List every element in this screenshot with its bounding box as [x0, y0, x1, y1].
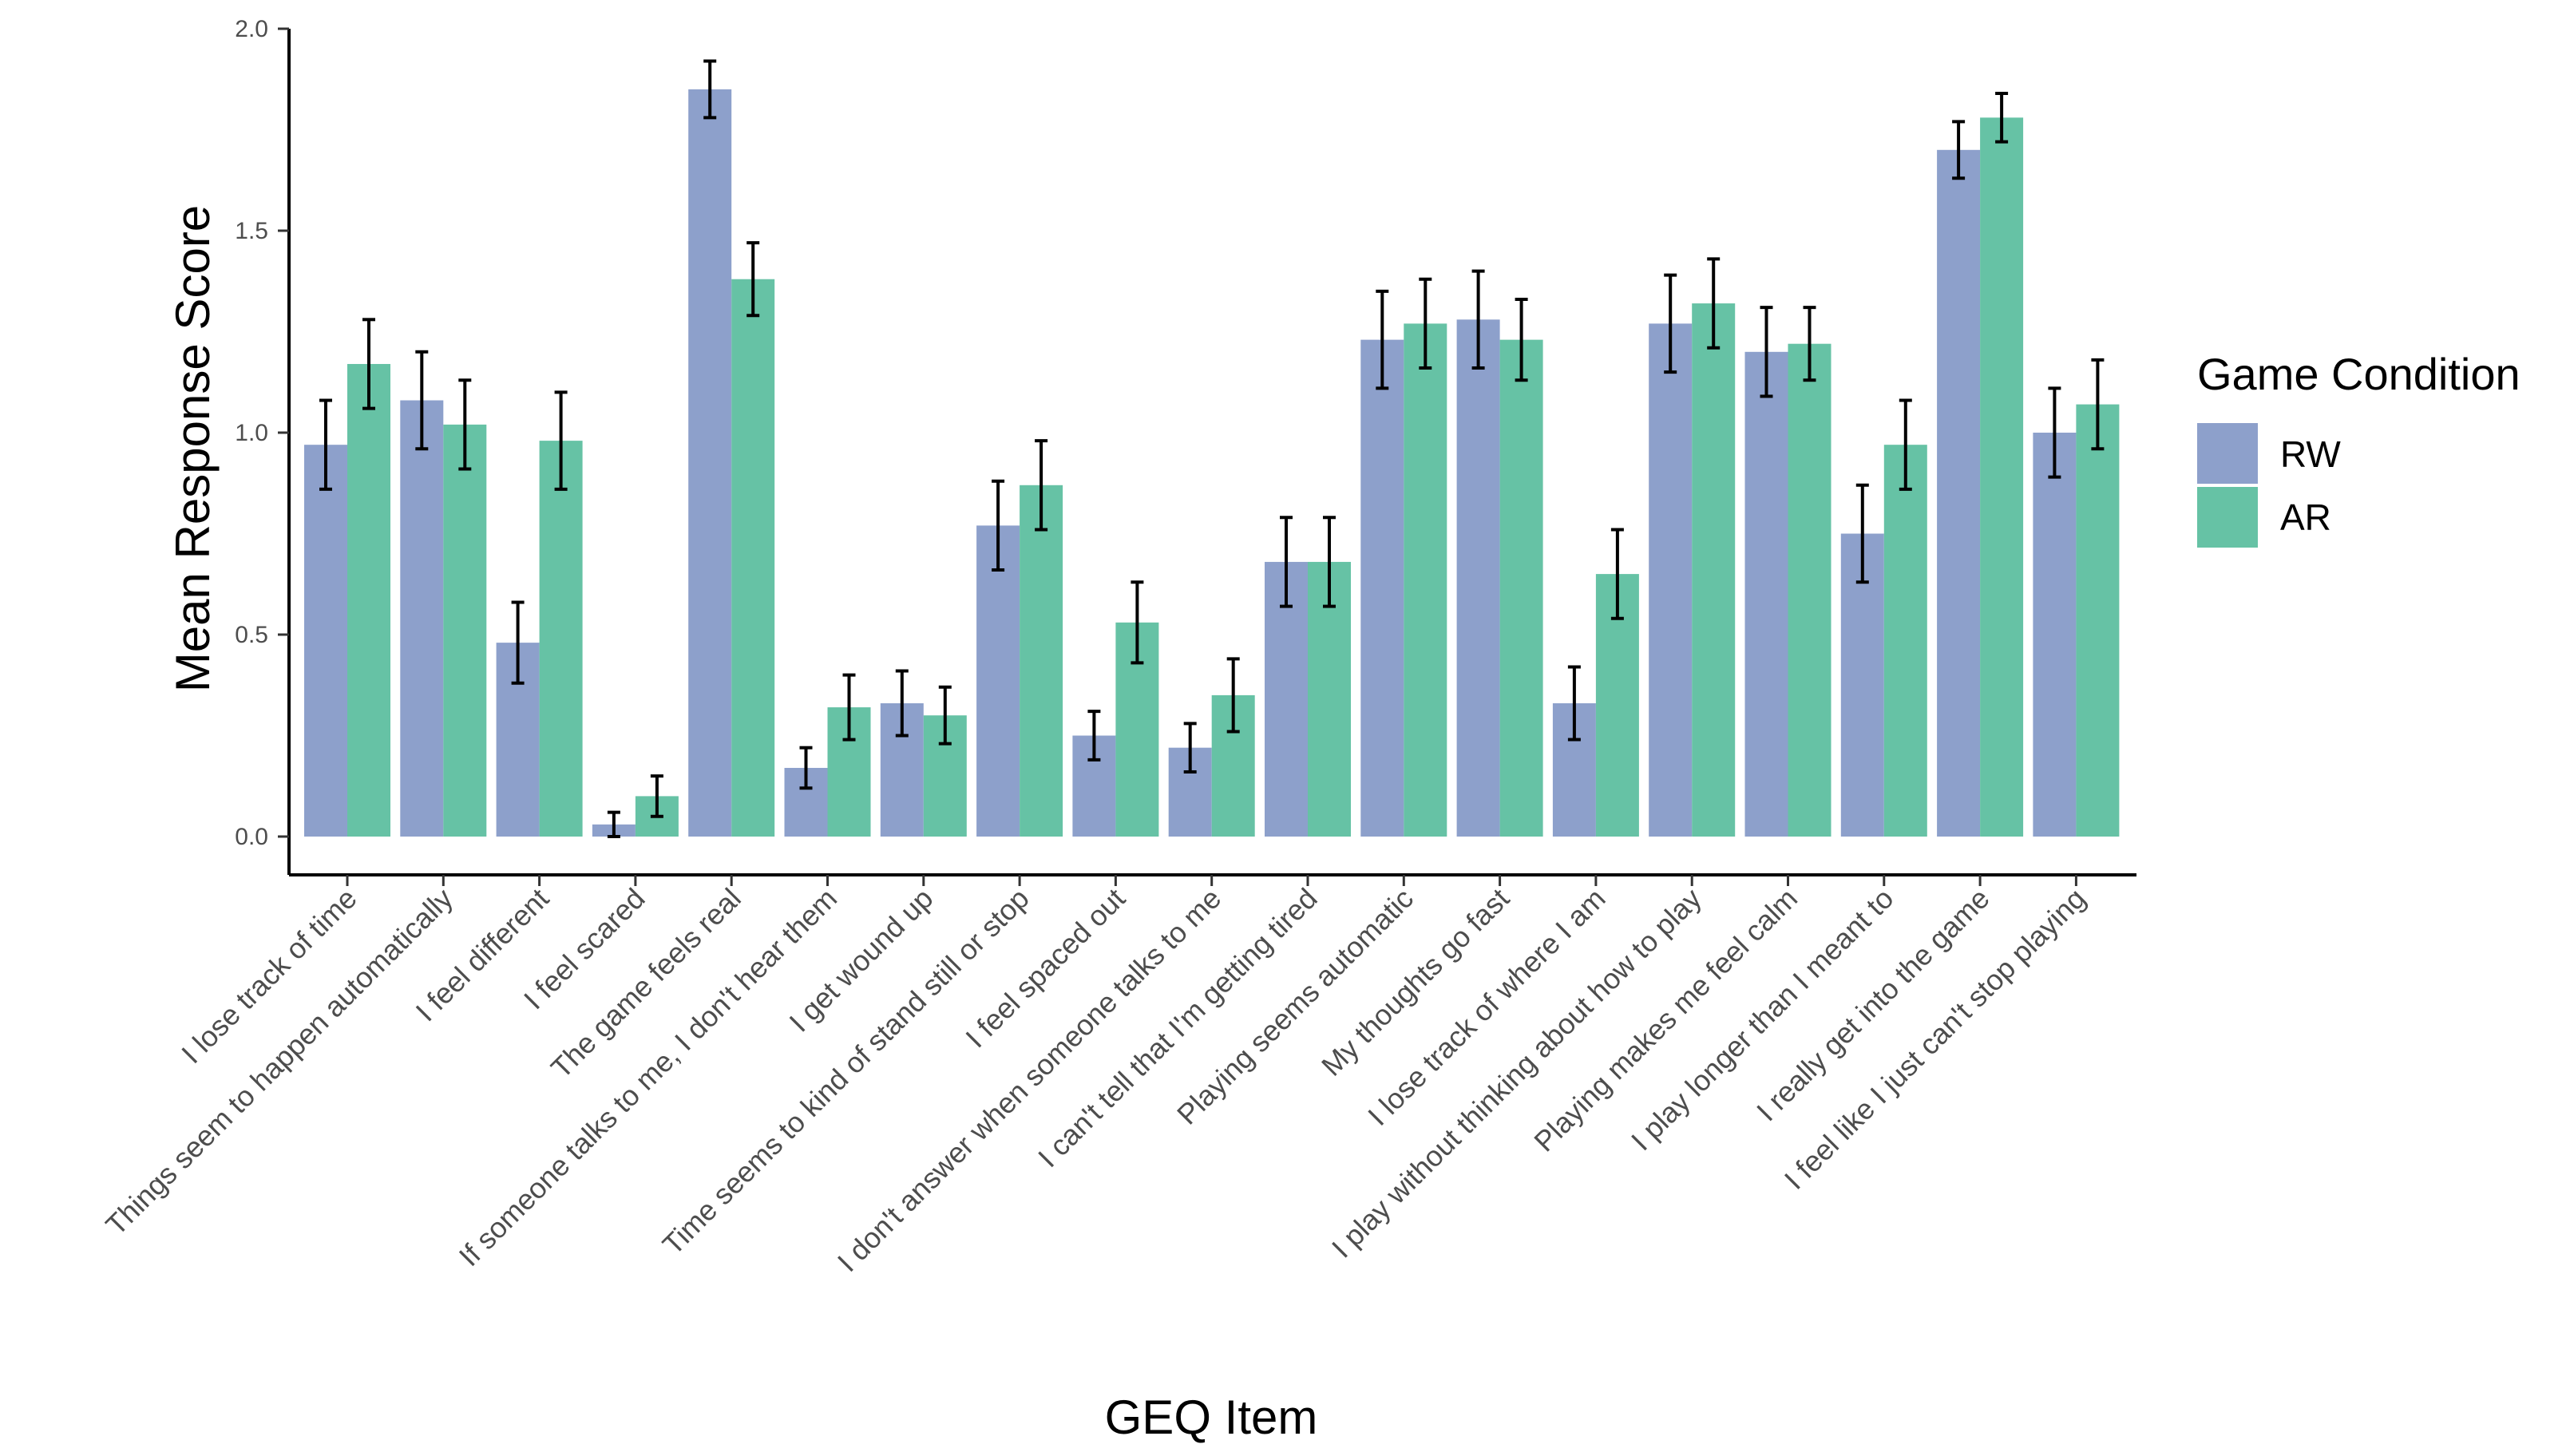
bar-rw-12 — [1360, 339, 1404, 837]
error-bar-rw-10 — [1183, 722, 1197, 774]
error-bar-ar-3 — [554, 390, 568, 491]
error-bar-ar-11 — [1323, 516, 1336, 608]
error-bar-ar-12 — [1419, 277, 1432, 370]
error-bar-ar-17 — [1899, 398, 1912, 491]
y-tick-label: 1.0 — [235, 420, 268, 446]
legend-label-ar: AR — [2280, 497, 2331, 538]
bar-ar-12 — [1404, 323, 1447, 837]
bar-rw-16 — [1744, 351, 1788, 837]
bar-ar-13 — [1499, 339, 1543, 837]
x-axis-title: GEQ Item — [1105, 1391, 1318, 1444]
x-tick-label: Things seem to happen automatically — [99, 882, 459, 1242]
bar-ar-2 — [443, 424, 487, 837]
y-tick-label: 1.5 — [235, 218, 268, 244]
error-bar-ar-7 — [938, 685, 952, 746]
bar-ar-3 — [539, 441, 583, 837]
legend-label-rw: RW — [2280, 433, 2341, 475]
error-bar-ar-8 — [1035, 439, 1048, 532]
bar-rw-5 — [688, 89, 732, 837]
error-bar-ar-2 — [458, 378, 472, 471]
legend-title: Game Condition — [2197, 349, 2521, 399]
error-bar-rw-13 — [1471, 269, 1485, 370]
error-bar-ar-9 — [1131, 580, 1144, 665]
y-tick-label: 2.0 — [235, 16, 268, 42]
error-bar-rw-5 — [703, 59, 717, 120]
bar-ar-8 — [1020, 485, 1063, 837]
bar-ar-18 — [1980, 117, 2024, 837]
legend-key-ar — [2197, 487, 2258, 548]
bar-ar-1 — [347, 363, 390, 837]
error-bar-rw-3 — [511, 600, 525, 685]
x-tick-label: My thoughts go fast — [1315, 882, 1515, 1082]
error-bar-rw-17 — [1855, 483, 1869, 584]
bar-rw-1 — [304, 445, 347, 837]
error-bar-rw-7 — [895, 669, 909, 738]
error-bar-ar-10 — [1226, 657, 1240, 734]
error-bar-ar-1 — [362, 318, 375, 410]
y-ticks-layer: 0.0 0.5 1.0 1.5 2.0 — [235, 16, 289, 850]
bar-ar-16 — [1788, 343, 1831, 837]
error-bar-rw-4 — [607, 810, 620, 838]
error-bar-ar-19 — [2091, 358, 2105, 451]
bar-ar-17 — [1883, 445, 1927, 837]
error-bar-rw-15 — [1664, 273, 1677, 374]
error-bar-rw-6 — [799, 746, 813, 790]
error-bar-rw-1 — [319, 398, 332, 491]
bar-ar-5 — [731, 279, 775, 837]
error-bar-rw-11 — [1280, 516, 1293, 608]
error-bar-rw-18 — [1952, 120, 1966, 180]
x-tick-label: I feel spaced out — [959, 882, 1131, 1054]
error-bar-rw-9 — [1087, 710, 1101, 762]
error-bar-rw-2 — [415, 350, 429, 451]
error-bar-ar-5 — [746, 241, 760, 318]
y-axis-title: Mean Response Score — [166, 205, 220, 692]
error-bar-ar-15 — [1707, 257, 1721, 350]
bar-rw-19 — [2033, 433, 2077, 837]
x-tick-label: I lose track of time — [175, 882, 363, 1070]
error-bar-ar-13 — [1515, 298, 1528, 382]
error-bar-rw-19 — [2048, 386, 2061, 479]
y-tick-label: 0.5 — [235, 622, 268, 648]
bar-rw-17 — [1840, 533, 1884, 837]
bar-rw-15 — [1649, 323, 1693, 837]
x-tick-label: The game feels real — [544, 882, 747, 1085]
error-bar-rw-12 — [1376, 289, 1389, 390]
error-bar-ar-6 — [842, 673, 856, 742]
bar-rw-18 — [1937, 149, 1981, 837]
error-bar-rw-16 — [1760, 306, 1773, 398]
bar-ar-19 — [2076, 404, 2120, 837]
bar-rw-13 — [1456, 319, 1500, 837]
bar-ar-15 — [1692, 303, 1736, 837]
bars-layer — [304, 89, 2120, 837]
error-bar-ar-16 — [1803, 306, 1816, 382]
error-bars-layer — [319, 59, 2105, 838]
error-bar-ar-4 — [650, 774, 663, 818]
bar-rw-2 — [400, 400, 444, 837]
legend: Game Condition RW AR — [2197, 349, 2521, 548]
error-bar-ar-18 — [1995, 91, 2009, 144]
y-tick-label: 0.0 — [235, 824, 268, 850]
error-bar-rw-14 — [1567, 665, 1581, 742]
error-bar-ar-14 — [1610, 528, 1624, 620]
legend-key-rw — [2197, 423, 2258, 484]
bar-rw-8 — [976, 525, 1020, 837]
error-bar-rw-8 — [992, 479, 1005, 572]
